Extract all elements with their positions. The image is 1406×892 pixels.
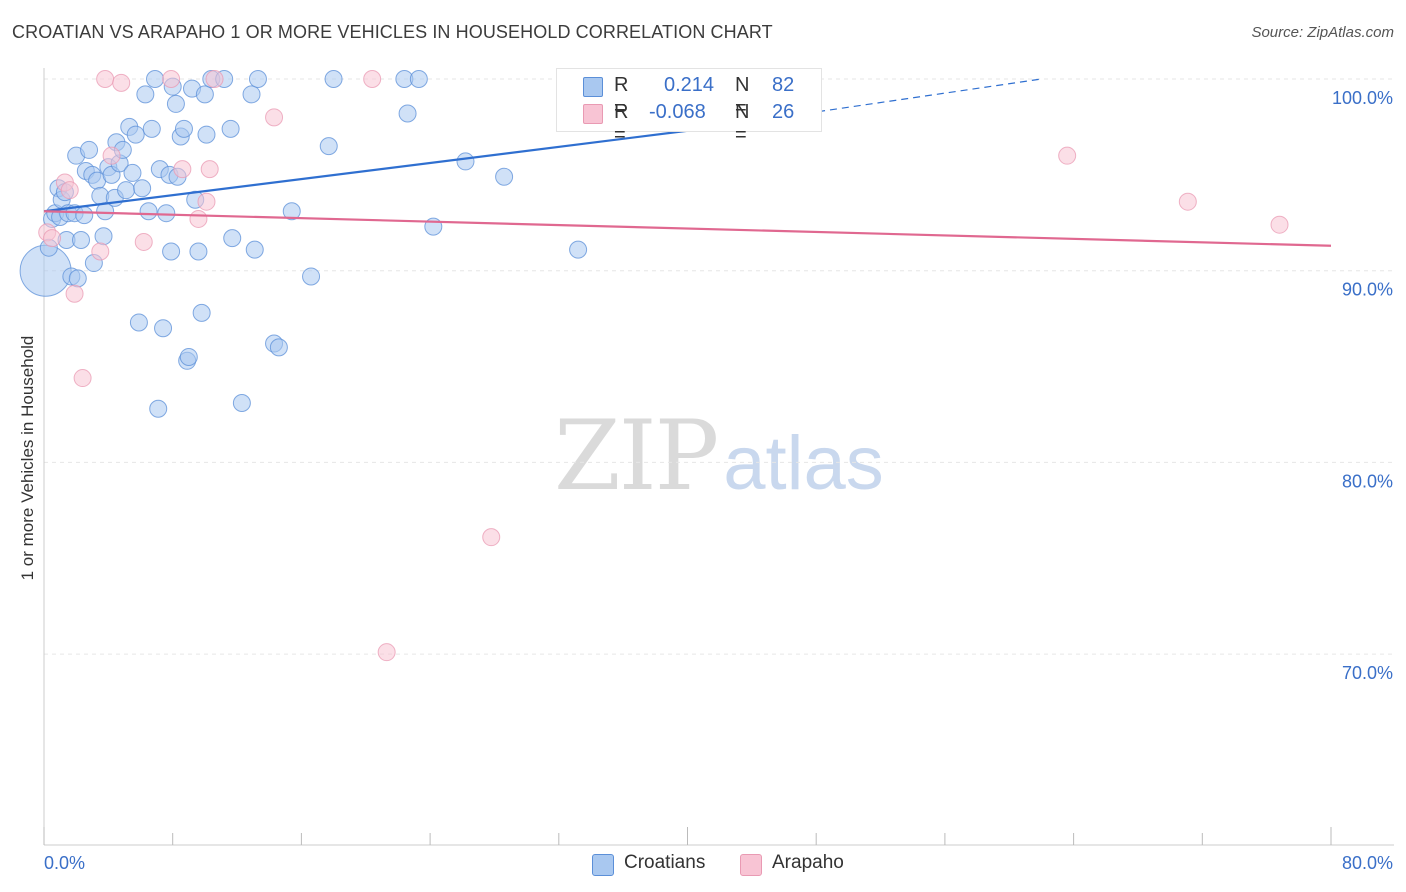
arapaho-point — [205, 70, 224, 88]
croatians-point — [456, 152, 475, 171]
croatians-point — [319, 137, 338, 156]
grid-layer — [44, 78, 1394, 655]
arapaho-n-label: N = — [735, 101, 750, 146]
croatians-point — [192, 303, 211, 322]
arapaho-point — [134, 232, 153, 251]
x-tick-label-max: 80.0% — [1342, 853, 1393, 873]
croatians-r-value: 0.214 — [664, 74, 715, 96]
croatians-n-label: N = — [735, 74, 750, 119]
croatians-r-label: R = — [614, 74, 629, 119]
croatians-point — [195, 85, 214, 104]
arapaho-point — [1178, 192, 1197, 211]
croatians-point — [157, 204, 176, 223]
croatians-point — [248, 70, 267, 88]
croatians-swatch-icon — [583, 77, 603, 97]
arapaho-point — [377, 643, 396, 662]
croatians-point — [569, 240, 588, 259]
croatians-n-value: 82 — [772, 74, 795, 96]
croatians-point — [166, 94, 185, 113]
arapaho-point — [197, 192, 216, 211]
croatians-point — [269, 338, 288, 357]
watermark: ZIPatlas — [554, 400, 884, 512]
croatians-point — [324, 70, 343, 88]
croatians-point — [302, 267, 321, 286]
axis-layer — [43, 68, 1394, 846]
arapaho-point — [363, 70, 382, 88]
croatians-point — [126, 125, 145, 144]
arapaho-point — [1270, 215, 1289, 234]
croatians-point — [75, 206, 94, 225]
croatians-point — [179, 347, 198, 366]
points-layer — [19, 70, 1289, 662]
chart-title: CROATIAN VS ARAPAHO 1 OR MORE VEHICLES I… — [12, 22, 773, 42]
croatians-point — [129, 313, 148, 332]
arapaho-point — [91, 242, 110, 261]
croatians-point — [142, 119, 161, 138]
croatians-point — [223, 229, 242, 248]
arapaho-point — [60, 181, 79, 200]
croatians-point — [133, 179, 152, 198]
arapaho-point — [162, 70, 181, 88]
source-label: Source: ZipAtlas.com — [1251, 24, 1394, 41]
croatians-point — [245, 240, 264, 259]
croatians-point — [232, 393, 251, 412]
y-tick-label: 70.0% — [1342, 663, 1393, 683]
arapaho-point — [43, 229, 62, 248]
arapaho-legend-label: Arapaho — [772, 852, 844, 873]
trend-layer — [43, 78, 1332, 247]
croatians-point — [68, 269, 87, 288]
arapaho-point — [102, 146, 121, 165]
x-tick-label-min: 0.0% — [44, 853, 85, 873]
arapaho-point — [173, 160, 192, 179]
croatians-trend-line — [43, 129, 688, 213]
arapaho-trend-line — [43, 210, 1332, 247]
y-tick-label: 100.0% — [1332, 88, 1393, 108]
arapaho-legend-icon — [740, 854, 762, 876]
y-tick-label: 90.0% — [1342, 280, 1393, 300]
tick-label-layer: 70.0% 80.0% 90.0% 100.0% 0.0% 80.0% — [44, 88, 1393, 873]
watermark-zip: ZIP — [554, 400, 719, 512]
arapaho-r-value: -0.068 — [649, 101, 706, 123]
arapaho-point — [265, 108, 284, 127]
croatians-point — [282, 202, 301, 221]
croatians-point — [242, 85, 261, 104]
croatians-legend-icon — [592, 854, 614, 876]
croatians-point — [197, 125, 216, 144]
croatians-point — [139, 202, 158, 221]
watermark-atlas: atlas — [723, 421, 884, 506]
croatians-point — [495, 167, 514, 186]
croatians-point — [149, 399, 168, 418]
croatians-point — [174, 119, 193, 138]
arapaho-r-label: R = — [614, 101, 629, 146]
arapaho-point — [189, 209, 208, 228]
croatians-point — [123, 163, 142, 182]
croatians-point — [154, 319, 173, 338]
y-tick-label: 80.0% — [1342, 471, 1393, 491]
croatians-point — [146, 70, 165, 88]
croatians-point — [189, 242, 208, 261]
arapaho-point — [1058, 146, 1077, 165]
arapaho-point — [96, 70, 115, 88]
croatians-point — [80, 140, 99, 159]
arapaho-point — [65, 284, 84, 303]
croatians-point — [409, 70, 428, 88]
croatians-point — [162, 242, 181, 261]
arapaho-n-value: 26 — [772, 101, 795, 123]
arapaho-point — [482, 528, 501, 547]
croatians-point — [221, 119, 240, 138]
croatians-legend-label: Croatians — [624, 852, 706, 873]
croatians-point — [94, 227, 113, 246]
croatians-point — [136, 85, 155, 104]
croatians-point — [117, 181, 136, 200]
arapaho-point — [73, 369, 92, 388]
croatians-point — [398, 104, 417, 123]
croatians-point — [72, 231, 91, 250]
arapaho-point — [200, 160, 219, 179]
stats-legend: R = 0.214 N = 82 R = -0.068 N = 26 — [556, 68, 822, 146]
arapaho-point — [112, 73, 131, 92]
arapaho-swatch-icon — [583, 104, 603, 124]
